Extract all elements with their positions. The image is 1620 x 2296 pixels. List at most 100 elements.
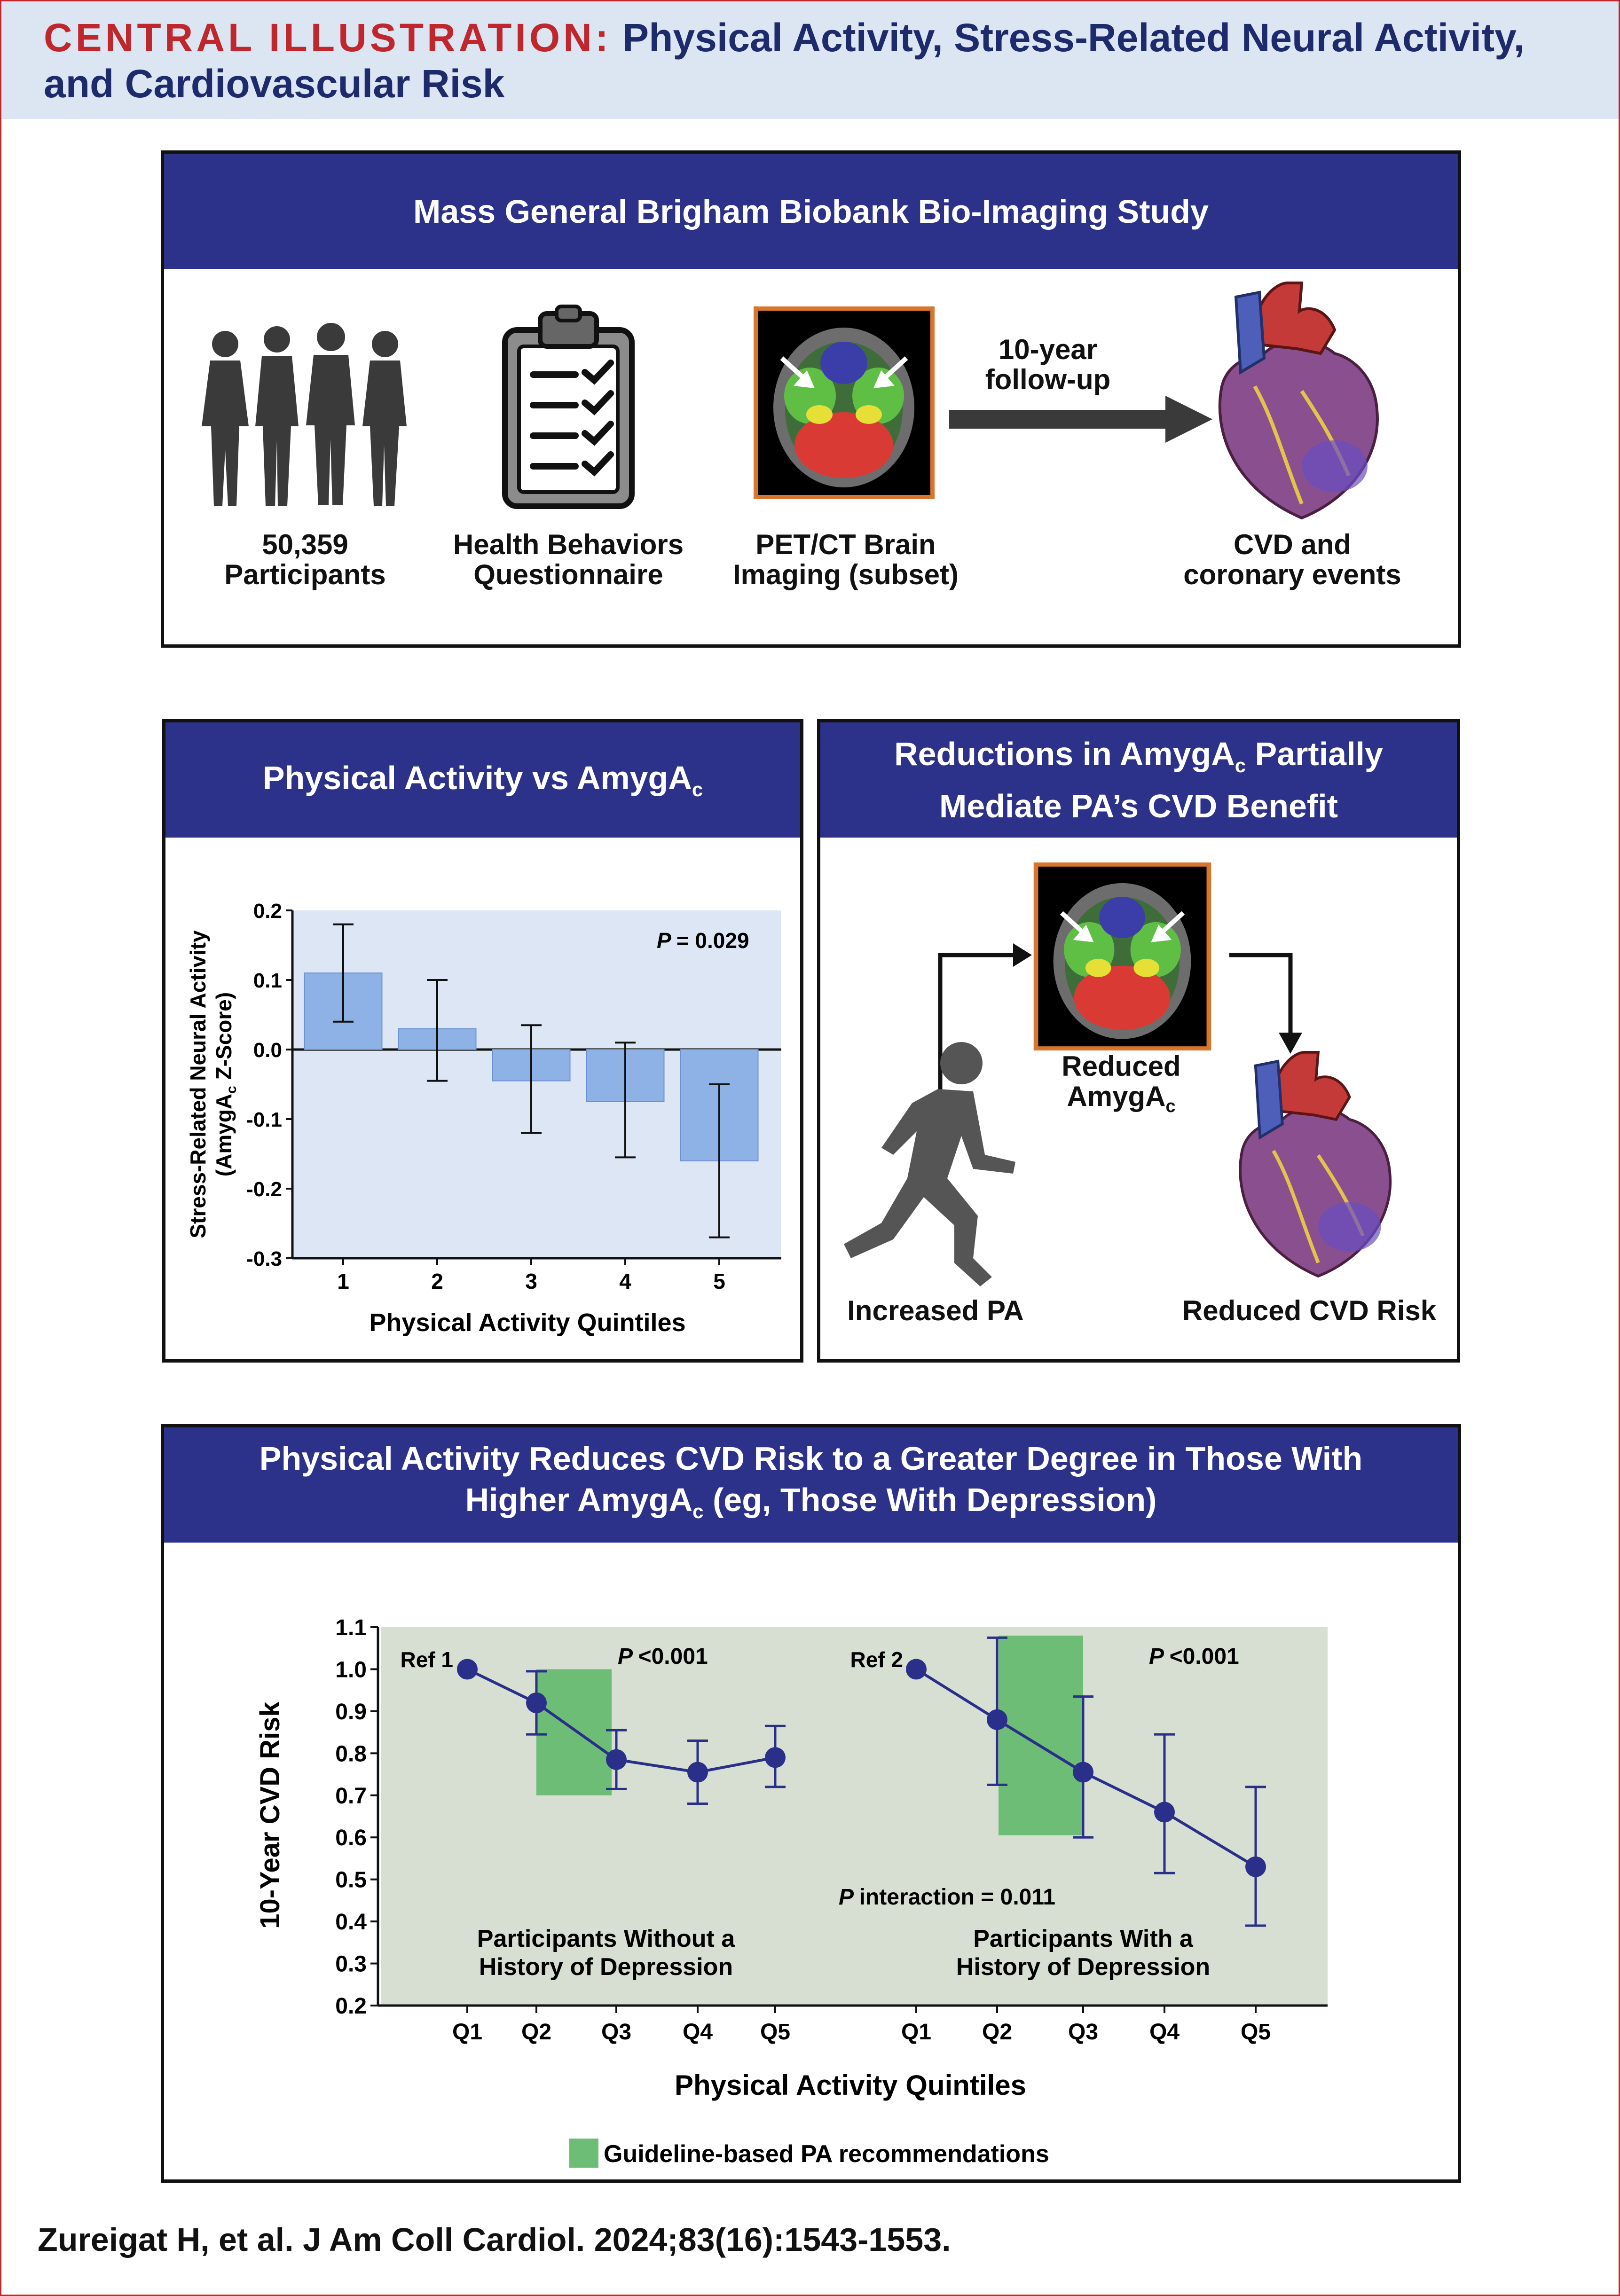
data-point	[687, 1762, 708, 1783]
y-axis-label-line1: Stress-Related Neural Activity	[186, 930, 210, 1238]
questionnaire-label: Health Behaviors Questionnaire	[446, 530, 691, 590]
outcome-label: CVD and coronary events	[1161, 530, 1424, 590]
questionnaire-line2: Questionnaire	[473, 559, 663, 590]
bar-chart-title-bar: Physical Activity vs AmygAc	[165, 722, 800, 838]
data-point	[1245, 1856, 1266, 1877]
reduced-word: Reduced	[1062, 1050, 1181, 1082]
line-chart-title-bar: Physical Activity Reduces CVD Risk to a …	[164, 1427, 1458, 1543]
heart-icon-2	[1239, 1051, 1392, 1278]
mediation-title-line2: Mediate PA’s CVD Benefit	[939, 788, 1338, 824]
y-tick-label: 0.4	[335, 1910, 367, 1935]
mediation-title-b: Partially	[1246, 736, 1383, 772]
runner-icon	[844, 1042, 1015, 1286]
title-line-2: and Cardiovascular Risk	[44, 62, 505, 106]
bar-chart-title-sub: c	[692, 778, 703, 800]
x-tick-label: Q5	[760, 2020, 790, 2045]
y-tick-label: 0.8	[335, 1741, 367, 1766]
x-axis-label: Physical Activity Quintiles	[675, 2069, 1026, 2101]
reduced-amyga-sub: c	[1165, 1097, 1176, 1116]
mediation-title-a: Reductions in AmygA	[894, 736, 1235, 772]
clipboard-icon	[502, 305, 635, 509]
imaging-line1: PET/CT Brain	[755, 529, 936, 560]
line-title-sub: c	[692, 1500, 704, 1522]
y-tick-label: 0.3	[335, 1952, 367, 1977]
header: CENTRAL ILLUSTRATION: Physical Activity,…	[1, 1, 1619, 119]
x-tick-label: Q1	[452, 2020, 482, 2045]
participants-label: 50,359 Participants	[192, 530, 418, 590]
data-point	[457, 1659, 478, 1680]
p-interaction: P interaction = 0.011	[839, 1885, 1055, 1910]
participants-icon	[202, 323, 407, 506]
x-tick-label: Q4	[683, 2020, 713, 2045]
line-chart-title-line2: Higher AmygAc (eg, Those With Depression…	[465, 1479, 1157, 1532]
mediation-title-bar: Reductions in AmygAc Partially Mediate P…	[820, 722, 1457, 838]
followup-arrow	[949, 396, 1212, 443]
mediation-title-sub: c	[1235, 754, 1246, 776]
citation: Zureigat H, et al. J Am Coll Cardiol. 20…	[38, 2221, 951, 2258]
legend-swatch	[569, 2139, 598, 2168]
brain-scan-image	[754, 306, 935, 499]
mediation-panel: Reductions in AmygAc Partially Mediate P…	[817, 719, 1460, 1363]
line-title-a: Higher AmygA	[465, 1481, 693, 1518]
y-tick-label: -0.1	[246, 1108, 282, 1131]
x-tick-label: Q3	[601, 2020, 631, 2045]
reduced-cvd-label: Reduced CVD Risk	[1182, 1295, 1437, 1326]
bar-chart-title-text: Physical Activity vs AmygA	[262, 760, 692, 796]
data-point	[526, 1693, 547, 1713]
data-point	[606, 1749, 627, 1770]
y-tick-label: 0.9	[335, 1700, 367, 1724]
central-illustration-label: CENTRAL ILLUSTRATION:	[44, 16, 612, 60]
bar-chart-title: Physical Activity vs AmygAc	[263, 759, 703, 801]
bar-chart: 0.2 0.1 0.0 -0.1 -0.2 -0.3 1 2 3 4 5 P = 0.029 Physi…	[186, 900, 781, 1337]
x-tick-label: 1	[337, 1269, 349, 1293]
group1-label-line2: History of Depression	[479, 1953, 733, 1981]
y-tick-label: 1.1	[335, 1615, 367, 1640]
y-tick-label: 0.2	[253, 900, 282, 923]
legend-label: Guideline-based PA recommendations	[604, 2140, 1049, 2168]
data-point	[1154, 1802, 1175, 1823]
followup-line1: 10-year	[998, 334, 1098, 365]
y-tick-label: -0.3	[246, 1247, 282, 1270]
y-tick-label: 0.2	[335, 1994, 367, 2019]
y-tick-label: 1.0	[335, 1657, 367, 1682]
study-panel: Mass General Brigham Biobank Bio-Imaging…	[161, 150, 1461, 648]
participants-word: Participants	[224, 559, 386, 590]
p-value-without-depression: P <0.001	[618, 1644, 708, 1669]
reduced-amyga-word: AmygA	[1067, 1081, 1166, 1112]
ref2-label: Ref 2	[850, 1647, 903, 1672]
questionnaire-line1: Health Behaviors	[453, 529, 684, 560]
ref1-label: Ref 1	[401, 1647, 453, 1672]
line-chart-panel: Physical Activity Reduces CVD Risk to a …	[161, 1424, 1461, 2183]
x-tick-label: Q1	[901, 2020, 931, 2045]
group2-label-line2: History of Depression	[956, 1953, 1210, 1981]
followup-line2: follow-up	[985, 364, 1111, 395]
reduced-amyga-label: Reduced AmygAc	[1027, 1051, 1215, 1121]
x-tick-label: 5	[713, 1269, 725, 1293]
outcome-line2: coronary events	[1183, 559, 1401, 590]
group1-label-line1: Participants Without a	[477, 1925, 736, 1952]
line-title-b: (eg, Those With Depression)	[703, 1481, 1157, 1518]
guideline-band	[999, 1635, 1083, 1835]
x-tick-label: 3	[525, 1269, 537, 1293]
study-title: Mass General Brigham Biobank Bio-Imaging…	[413, 193, 1209, 230]
x-tick-label: Q2	[982, 2020, 1012, 2045]
p-value-with-depression: P <0.001	[1149, 1644, 1239, 1669]
study-title-bar: Mass General Brigham Biobank Bio-Imaging…	[164, 154, 1458, 269]
data-point	[987, 1709, 1007, 1730]
data-point	[765, 1747, 786, 1768]
y-axis-label: 10-Year CVD Risk	[255, 1701, 285, 1928]
line-chart-title-line1: Physical Activity Reduces CVD Risk to a …	[259, 1440, 1363, 1477]
line-chart: 1.1 1.0 0.9 0.8 0.7 0.6 0.5 0.4 0.3 0.2 Q1 Q2 Q3 Q4 Q5…	[255, 1615, 1328, 2168]
y-tick-label: 0.0	[253, 1039, 282, 1062]
x-tick-label: Q2	[521, 2020, 551, 2045]
mediation-title-line1: Reductions in AmygAc Partially	[894, 734, 1383, 786]
x-tick-label: 4	[619, 1269, 631, 1293]
title-line-1: Physical Activity, Stress-Related Neural…	[622, 16, 1525, 60]
increased-pa-label: Increased PA	[847, 1295, 1024, 1326]
data-point	[906, 1659, 927, 1680]
brain-scan-image-2	[1033, 862, 1211, 1050]
heart-icon	[1218, 282, 1379, 520]
x-tick-label: Q3	[1068, 2020, 1098, 2045]
x-axis-label: Physical Activity Quintiles	[369, 1309, 685, 1337]
